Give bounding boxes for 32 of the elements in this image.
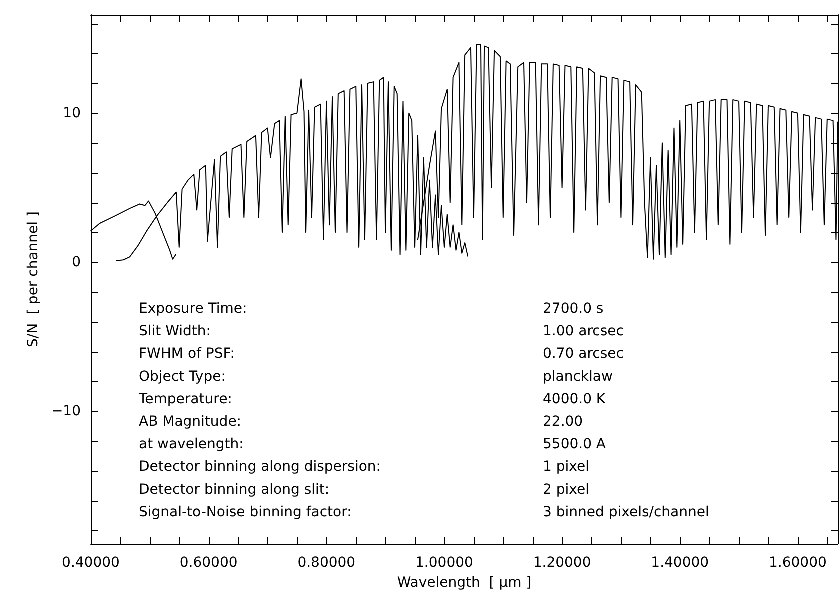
x-tick-label: 0.40000 — [62, 555, 120, 571]
x-axis-title: Wavelength [ μm ] — [397, 575, 532, 591]
y-tick-label: 10 — [63, 105, 81, 122]
annotation: 0.70 arcsec — [543, 346, 624, 362]
annotation: Slit Width: — [139, 324, 211, 340]
y-tick-label: 0 — [72, 254, 81, 270]
annotation: 3 binned pixels/channel — [543, 504, 710, 520]
x-tick-label: 0.80000 — [298, 555, 356, 571]
annotation: 2 pixel — [543, 482, 590, 498]
annotation: 1.00 arcsec — [543, 324, 624, 340]
annotation: Detector binning along dispersion: — [139, 459, 381, 476]
annotation: Temperature: — [138, 391, 232, 408]
annotation: at wavelength: — [139, 436, 244, 453]
annotation: 4000.0 K — [543, 391, 606, 408]
annotation: 22.00 — [543, 414, 584, 430]
annotation: plancklaw — [543, 368, 613, 385]
x-tick-label: 1.00000 — [416, 555, 474, 571]
y-tick-label: −10 — [51, 403, 81, 420]
annotation: FWHM of PSF: — [139, 346, 235, 362]
annotation: 5500.0 A — [543, 436, 606, 453]
annotation: 2700.0 s — [543, 301, 604, 317]
x-tick-label: 1.40000 — [651, 555, 710, 571]
annotation: Object Type: — [139, 368, 226, 385]
annotation: Detector binning along slit: — [139, 482, 330, 498]
annotation: AB Magnitude: — [139, 414, 242, 430]
x-tick-label: 1.60000 — [768, 555, 827, 571]
x-tick-label: 0.60000 — [180, 555, 238, 571]
y-axis-title: S/N [ per channel ] — [26, 212, 42, 348]
x-tick-label: 1.20000 — [533, 555, 592, 571]
annotation: 1 pixel — [543, 459, 590, 476]
annotation: Exposure Time: — [139, 301, 248, 317]
annotation: Signal-to-Noise binning factor: — [139, 504, 352, 520]
